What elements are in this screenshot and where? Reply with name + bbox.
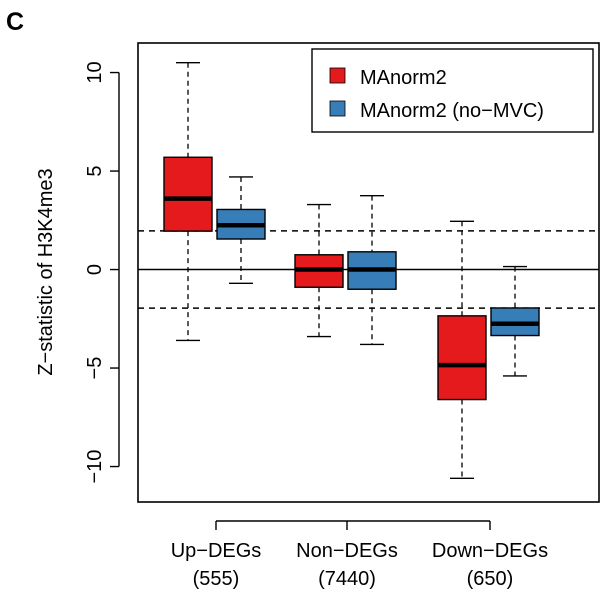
x-tick-label-line1: Down−DEGs xyxy=(432,540,548,562)
box-series0-group1 xyxy=(294,203,344,338)
x-tick-label-line1: Non−DEGs xyxy=(296,540,398,562)
legend-label-manorm2: MAnorm2 xyxy=(360,67,447,89)
y-axis-label: Z−statistic of H3K4me3 xyxy=(35,168,57,375)
box-iqr xyxy=(437,315,487,401)
y-tick-label: 5 xyxy=(84,165,106,176)
x-tick-label-line1: Up−DEGs xyxy=(171,540,262,562)
legend-frame xyxy=(311,48,594,133)
box-series1-group1 xyxy=(347,194,397,346)
x-tick-label-line2: (555) xyxy=(193,568,240,590)
y-axis: 10 5 0 −5 −10 xyxy=(84,61,120,484)
legend: MAnorm2 MAnorm2 (no−MVC) xyxy=(311,48,594,133)
legend-swatch-manorm2-no-mvc xyxy=(329,100,346,117)
legend-swatch-manorm2 xyxy=(329,67,346,84)
box-iqr xyxy=(163,156,213,232)
box-series1-group0 xyxy=(216,176,266,285)
panel-label: C xyxy=(6,8,24,36)
plot-frame xyxy=(137,42,600,503)
legend-label-manorm2-no-mvc: MAnorm2 (no−MVC) xyxy=(360,100,544,122)
box-series0-group2 xyxy=(437,220,487,480)
y-tick-label: −5 xyxy=(84,357,106,380)
x-axis: Up−DEGs (555) Non−DEGs (7440) Down−DEGs (650) xyxy=(171,520,548,590)
plot-area xyxy=(138,61,599,480)
box-series1-group2 xyxy=(490,265,540,377)
x-tick-label-line2: (7440) xyxy=(318,568,376,590)
y-tick-label: −10 xyxy=(84,450,106,484)
box-series0-group0 xyxy=(163,61,213,342)
x-tick-label-line2: (650) xyxy=(467,568,514,590)
y-tick-label: 0 xyxy=(84,264,106,275)
y-tick-label: 10 xyxy=(84,61,106,83)
